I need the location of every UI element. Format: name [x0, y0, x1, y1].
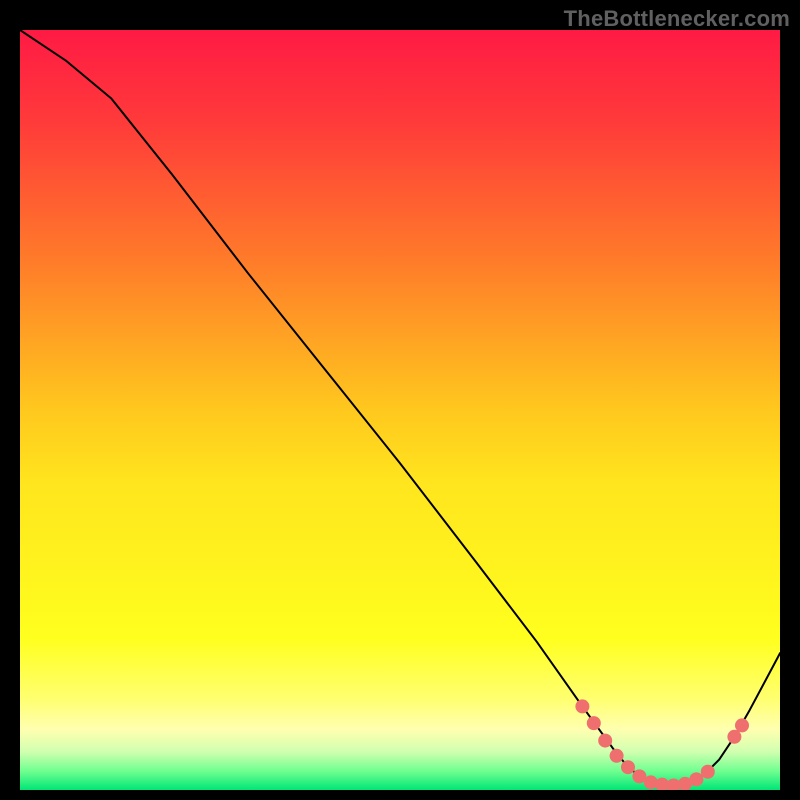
marker-point — [701, 765, 715, 779]
chart-stage: TheBottlenecker.com — [0, 0, 800, 800]
marker-point — [621, 760, 635, 774]
marker-point — [587, 716, 601, 730]
gradient-background — [20, 30, 780, 790]
plot-svg — [20, 30, 780, 790]
watermark-text: TheBottlenecker.com — [564, 6, 790, 32]
marker-point — [610, 749, 624, 763]
marker-point — [727, 730, 741, 744]
marker-point — [598, 734, 612, 748]
marker-point — [575, 699, 589, 713]
marker-point — [689, 772, 703, 786]
marker-point — [735, 718, 749, 732]
plot-area — [20, 30, 780, 790]
